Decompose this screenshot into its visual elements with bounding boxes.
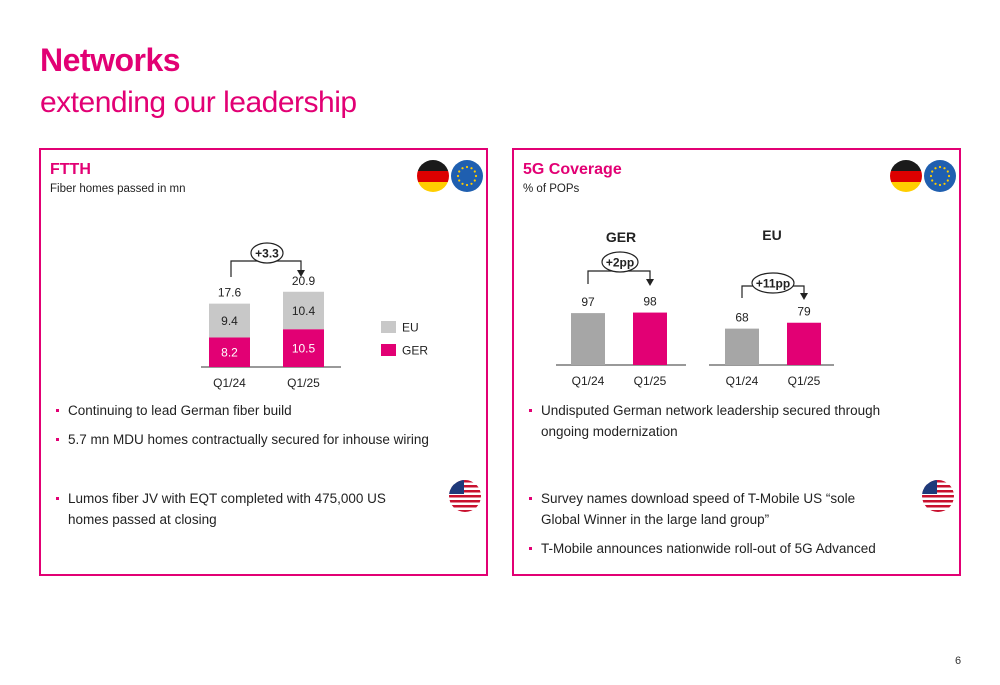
tick-Q1/24: Q1/24 [213, 376, 246, 390]
bar-ger-Q1/24 [209, 337, 250, 367]
ger-chart-title: GER [606, 229, 636, 245]
us-flag-icon [449, 480, 481, 512]
us-flag-icon [922, 480, 954, 512]
germany-flag-icon [890, 160, 922, 192]
coverage-title: 5G Coverage [523, 161, 622, 178]
eu-flag-icon [451, 160, 483, 192]
ger-annotation-label: +2pp [606, 256, 634, 270]
ftth-bullet-1: Continuing to lead German fiber build [55, 400, 429, 421]
ftth-annotation: +3.3 [230, 242, 305, 277]
ger-tick-Q1/25: Q1/25 [634, 374, 667, 388]
bar-eu-Q1/25 [283, 291, 324, 330]
coverage-bullet-1: Undisputed German network leadership sec… [528, 400, 908, 442]
page-number: 6 [955, 655, 962, 667]
legend-eu-swatch [381, 321, 396, 333]
ger-annotation: +2pp [587, 251, 654, 286]
page-subtitle: extending our leadership [40, 86, 357, 119]
legend-ger-label: GER [402, 344, 428, 358]
legend-eu-label: EU [402, 321, 419, 335]
eu-label-Q1/24: 68 [735, 311, 749, 325]
ger-bar-Q1/24 [571, 313, 605, 365]
eu-label-Q1/25: 79 [797, 305, 811, 319]
eu-flag-icon [924, 160, 956, 192]
germany-flag-icon [417, 160, 449, 192]
ftth-bullets: Continuing to lead German fiber build 5.… [55, 400, 429, 450]
ftth-bullet-2: 5.7 mn MDU homes contractually secured f… [55, 429, 429, 450]
ftth-bullet-3: Lumos fiber JV with EQT completed with 4… [55, 488, 425, 530]
label-eu-Q1/25: 10.4 [292, 304, 316, 318]
ger-bar-Q1/25 [633, 312, 667, 365]
ger-label-Q1/25: 98 [643, 295, 657, 309]
legend-ger-swatch [381, 344, 396, 356]
coverage-bullet-3: T-Mobile announces nationwide roll-out o… [528, 538, 888, 559]
bar-ger-Q1/25 [283, 329, 324, 367]
ftth-annotation-label: +3.3 [255, 247, 279, 261]
label-ger-Q1/25: 10.5 [292, 342, 316, 356]
bar-eu-Q1/24 [209, 303, 250, 338]
coverage-bullets-us: Survey names download speed of T-Mobile … [528, 488, 888, 559]
label-eu-Q1/24: 9.4 [221, 314, 238, 328]
tick-Q1/25: Q1/25 [287, 376, 320, 390]
coverage-chart: GER EU +2pp +11pp 97 Q1/24 98 Q1/25 68 Q1/24… [556, 227, 834, 388]
eu-tick-Q1/24: Q1/24 [726, 374, 759, 388]
label-total-Q1/25: 20.9 [292, 274, 316, 288]
eu-annotation: +11pp [741, 272, 808, 300]
ftth-panel: FTTH Fiber homes passed in mn +3.3 8.2 9.… [39, 148, 488, 576]
ftth-chart: +3.3 8.2 9.4 17.6 Q1/24 10.5 10.4 20.9 Q1/25 EU… [201, 242, 428, 390]
ftth-subtitle: Fiber homes passed in mn [50, 183, 186, 195]
ger-tick-Q1/24: Q1/24 [572, 374, 605, 388]
eu-tick-Q1/25: Q1/25 [788, 374, 821, 388]
coverage-bullets: Undisputed German network leadership sec… [528, 400, 908, 442]
eu-bar-Q1/25 [787, 322, 821, 365]
ftth-legend: EU GER [381, 321, 428, 358]
ftth-bullets-us: Lumos fiber JV with EQT completed with 4… [55, 488, 425, 530]
ftth-title: FTTH [50, 161, 91, 178]
page-title: Networks [40, 42, 181, 78]
coverage-subtitle: % of POPs [523, 183, 580, 195]
eu-chart-title: EU [762, 227, 781, 243]
eu-bar-Q1/24 [725, 328, 759, 365]
coverage-panel: 5G Coverage % of POPs GER EU +2pp +11pp … [512, 148, 961, 576]
ger-label-Q1/24: 97 [581, 295, 595, 309]
label-total-Q1/24: 17.6 [218, 286, 242, 300]
label-ger-Q1/24: 8.2 [221, 346, 238, 360]
coverage-bullet-2: Survey names download speed of T-Mobile … [528, 488, 888, 530]
eu-annotation-label: +11pp [756, 277, 790, 291]
